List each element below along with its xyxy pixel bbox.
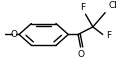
Text: O: O [77,50,84,59]
Text: Cl: Cl [108,1,117,10]
Text: F: F [80,3,85,12]
Text: O: O [11,30,18,39]
Text: F: F [106,31,112,40]
